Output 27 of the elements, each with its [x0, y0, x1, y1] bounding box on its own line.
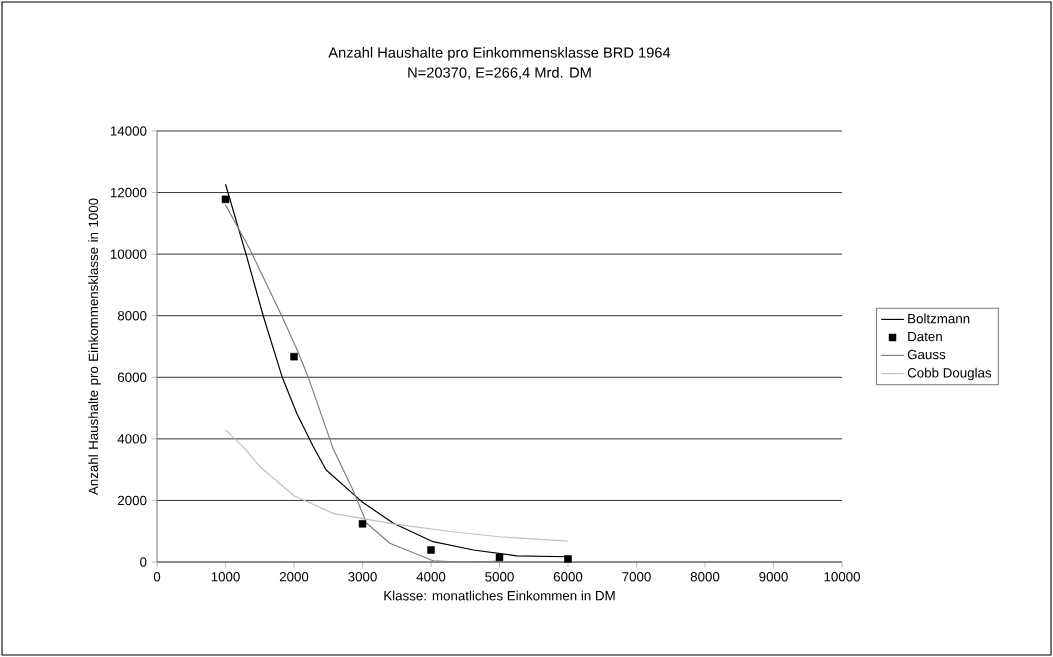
x-tick-label: 2000: [279, 572, 309, 582]
x-tick-label: 10000: [824, 572, 861, 582]
x-axis-title: Klasse: monatliches Einkommen in DM: [384, 590, 615, 601]
y-tick-label: 0: [140, 557, 147, 567]
x-tick-label: 3000: [348, 572, 377, 582]
chart-subtitle: N=20370, E=266,4 Mrd. DM: [408, 67, 591, 80]
legend-label: Daten: [908, 331, 942, 342]
x-tick-label: 8000: [690, 572, 720, 582]
y-tick-label: 6000: [117, 372, 147, 382]
x-tick-label: 9000: [759, 572, 788, 582]
x-tick-label: 4000: [416, 572, 446, 582]
x-tick-label: 0: [153, 572, 161, 582]
legend-label: Gauss: [907, 349, 946, 360]
y-tick-label: 8000: [117, 311, 147, 321]
y-axis-title: Anzahl Haushalte pro Einkommensklasse in 1000: [88, 198, 101, 496]
chart-title: Anzahl Haushalte pro Einkommensklasse BRD 1964: [328, 47, 671, 61]
x-tick-label: 6000: [553, 572, 583, 582]
y-tick-label: 14000: [110, 126, 147, 136]
y-tick-label: 10000: [110, 249, 147, 259]
y-tick-label: 12000: [110, 187, 147, 198]
y-tick-label: 2000: [117, 495, 147, 506]
x-tick-label: 7000: [622, 572, 651, 582]
x-tick-label: 5000: [485, 572, 514, 582]
legend-label: Boltzmann: [908, 313, 970, 324]
legend-label: Cobb Douglas: [907, 367, 992, 381]
y-tick-label: 4000: [117, 434, 147, 444]
x-tick-label: 1000: [211, 572, 240, 582]
